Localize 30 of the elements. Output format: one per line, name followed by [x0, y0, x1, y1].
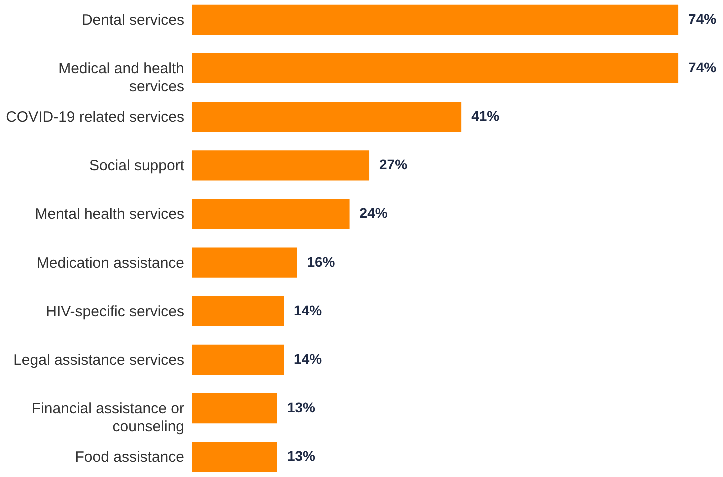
data-label: 13%	[287, 400, 316, 416]
bar	[192, 53, 679, 84]
bar	[192, 393, 278, 424]
data-label: 24%	[360, 205, 388, 222]
bar	[192, 150, 370, 181]
y-tick-label: Dental services	[82, 12, 184, 29]
bar	[192, 442, 278, 472]
bar	[192, 296, 284, 326]
y-tick-label: Financial assistance or counseling	[32, 400, 184, 436]
bar	[192, 4, 679, 35]
data-label: 16%	[307, 254, 336, 270]
y-tick-label: Social support	[89, 158, 186, 175]
y-tick-label: Food assistance	[75, 449, 184, 466]
data-label: 74%	[688, 10, 718, 27]
bar	[192, 199, 350, 230]
bar	[192, 248, 298, 278]
data-label: 14%	[294, 302, 323, 318]
bar	[192, 344, 284, 375]
data-label: 27%	[380, 156, 408, 173]
y-tick-label: Medical and health services	[58, 60, 184, 96]
data-label: 14%	[294, 350, 323, 367]
y-tick-label: Medication assistance	[36, 254, 184, 272]
y-tick-label: Legal assistance services	[14, 352, 184, 369]
y-tick-label: COVID-19 related services	[6, 109, 184, 126]
bar	[192, 102, 462, 132]
y-tick-label: HIV-specific services	[46, 303, 184, 320]
y-tick-label: Mental health services	[35, 206, 184, 224]
data-label: 74%	[688, 59, 718, 76]
data-label: 13%	[287, 448, 316, 464]
data-label: 41%	[472, 108, 500, 124]
